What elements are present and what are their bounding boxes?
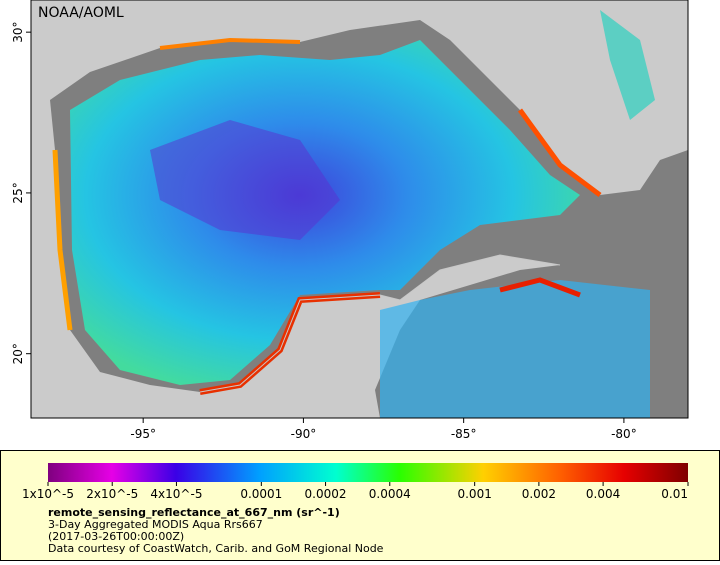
colorbar-tick-label: 0.0001	[240, 487, 282, 501]
x-tick-label: -90°	[291, 427, 317, 441]
colorbar-tick-label: 4x10^-5	[150, 487, 202, 501]
y-tick-label: 25°	[11, 182, 25, 203]
watermark: NOAA/AOML	[38, 5, 124, 21]
reflectance-field	[150, 120, 340, 240]
colorbar-tick-label: 0.0002	[305, 487, 347, 501]
colorbar-tick-label: 2x10^-5	[86, 487, 138, 501]
colorbar-ticks: 1x10^-5 2x10^-5 4x10^-5 0.0001 0.0002 0.0004 0…	[22, 482, 689, 501]
coastal-high	[52, 149, 73, 331]
y-tick-label: 20°	[11, 343, 25, 364]
legend-dataset: 3-Day Aggregated MODIS Aqua Rrs667	[48, 518, 263, 531]
colorbar-tick-label: 1x10^-5	[22, 487, 74, 501]
legend-variable: remote_sensing_reflectance_at_667_nm (sr…	[48, 506, 340, 519]
y-tick-label: 30°	[11, 22, 25, 43]
colorbar-tick-label: 0.0004	[369, 487, 411, 501]
coastal-high	[499, 277, 581, 298]
map-frame	[30, 0, 689, 419]
watermark-bg	[34, 3, 134, 23]
legend-credit: Data courtesy of CoastWatch, Carib. and …	[48, 542, 384, 555]
x-tick-label: -80°	[611, 427, 637, 441]
colorbar-tick-label: 0.002	[522, 487, 556, 501]
coastal-high	[517, 108, 602, 197]
colorbar-tick-label: 0.001	[457, 487, 491, 501]
reflectance-field	[380, 280, 650, 418]
coastline	[199, 254, 561, 393]
x-tick-label: -85°	[451, 427, 477, 441]
colorbar-tick-label: 0.01	[661, 487, 688, 501]
reflectance-field	[600, 10, 655, 120]
colorbar-tick-label: 0.004	[586, 487, 620, 501]
axes: -95° -90° -85° -80° 20° 25° 30°	[11, 22, 637, 441]
legend-time: (2017-03-26T00:00:00Z)	[48, 530, 184, 543]
map-area	[31, 0, 688, 418]
coastal-high	[159, 37, 301, 50]
x-tick-label: -95°	[130, 427, 156, 441]
colorbar	[48, 463, 688, 482]
